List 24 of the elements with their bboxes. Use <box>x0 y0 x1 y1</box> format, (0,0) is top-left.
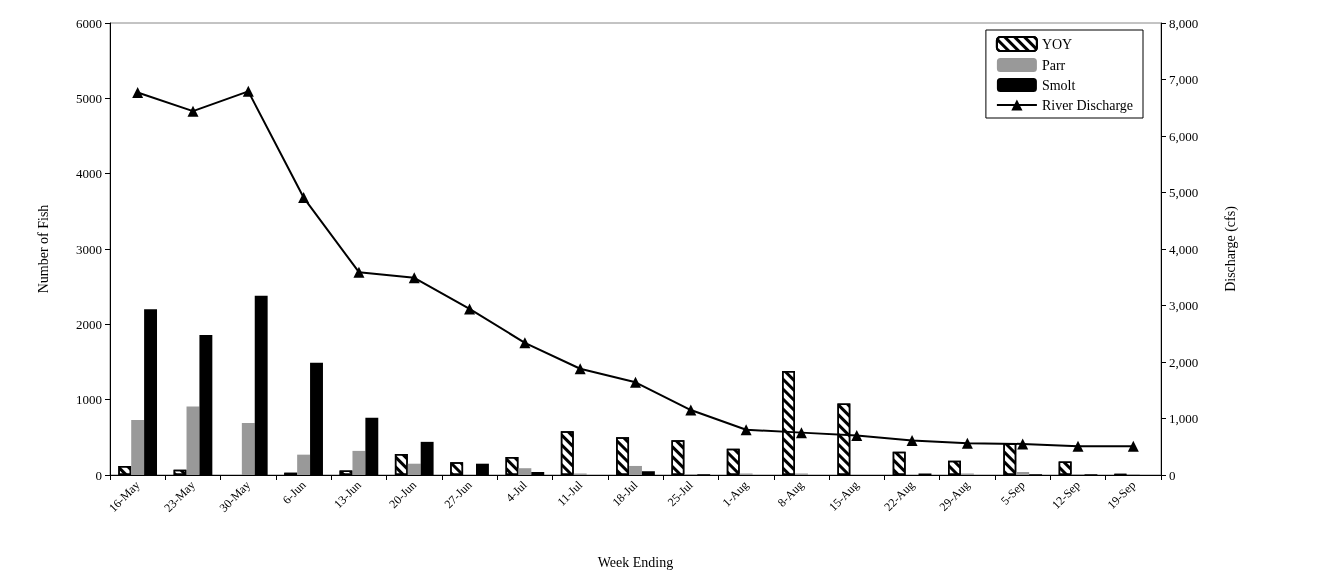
legend-label: River Discharge <box>1041 97 1134 113</box>
y-tick-label: 5000 <box>76 90 102 106</box>
y2-tick-label: 6,000 <box>1169 128 1199 144</box>
y-axis-title: Number of Fish <box>35 204 51 294</box>
y-tick-label: 1000 <box>76 392 102 408</box>
x-tick-label: 4-Jul <box>502 477 531 505</box>
legend-label: Smolt <box>1041 77 1076 93</box>
y2-tick-label: 4,000 <box>1169 241 1199 257</box>
y2-tick-label: 1,000 <box>1169 411 1199 426</box>
y-tick-label: 6000 <box>76 15 102 31</box>
y2-tick-label: 0 <box>1169 467 1176 483</box>
x-axis-title: Week Ending <box>597 554 674 570</box>
y2-tick-label: 5,000 <box>1169 185 1199 200</box>
y2-tick-label: 7,000 <box>1169 72 1199 87</box>
y2-tick-label: 3,000 <box>1169 298 1199 313</box>
y-tick-label: 2000 <box>76 316 102 332</box>
y-tick-label: 0 <box>95 467 102 483</box>
y2-tick-label: 8,000 <box>1169 15 1199 31</box>
legend-label: YOY <box>1041 36 1073 52</box>
y-tick-label: 3000 <box>76 241 102 257</box>
legend-label: Parr <box>1041 57 1066 73</box>
y2-axis-title: Discharge (cfs) <box>1222 205 1239 292</box>
y-tick-label: 4000 <box>76 166 102 182</box>
y2-tick-label: 2,000 <box>1169 354 1199 370</box>
